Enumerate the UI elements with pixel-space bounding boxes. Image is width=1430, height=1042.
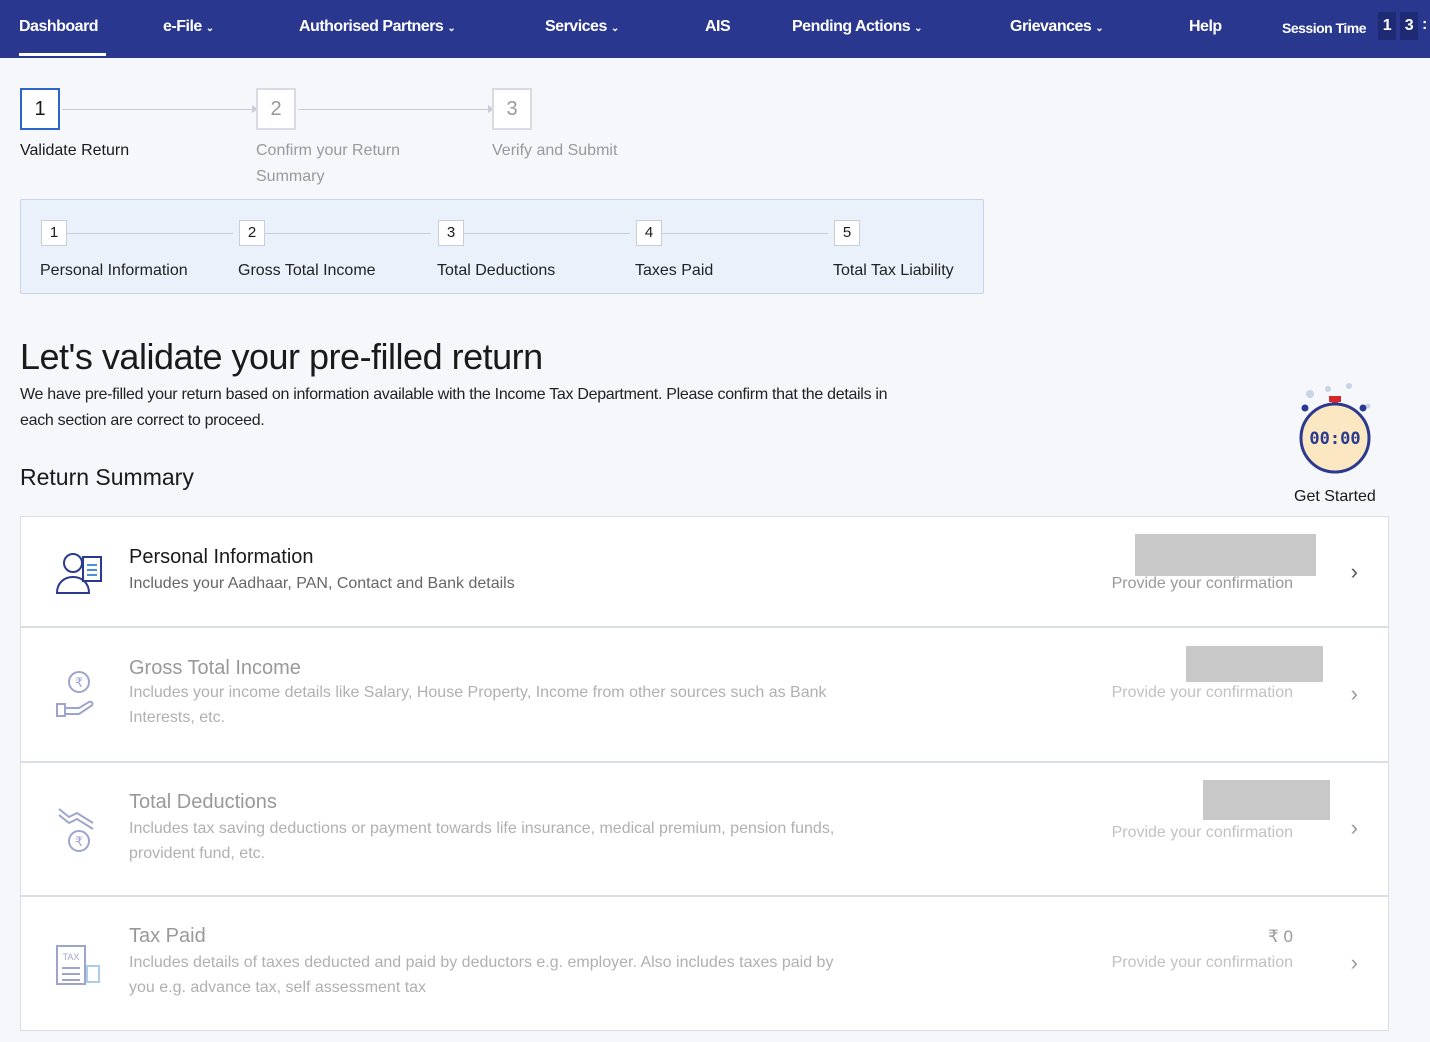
- confirmation-status: Provide your confirmation: [1111, 824, 1293, 841]
- chevron-down-icon: ⌄: [914, 23, 923, 34]
- section-total-deductions[interactable]: ₹ Total Deductions Includes tax saving d…: [20, 762, 1389, 896]
- chevron-right-icon[interactable]: ›: [1350, 559, 1358, 584]
- section-gross-total-income[interactable]: ₹ Gross Total Income Includes your incom…: [20, 627, 1389, 762]
- person-id-icon: [55, 553, 102, 594]
- session-digit: 1: [1378, 12, 1396, 40]
- nav-authorised-partners[interactable]: Authorised Partners ⌄: [299, 18, 456, 36]
- nav-pending-actions[interactable]: Pending Actions ⌄: [792, 18, 923, 36]
- step-label: Validate Return: [20, 142, 130, 159]
- nav-label: Services: [545, 18, 607, 35]
- tax-document-icon: TAX: [56, 945, 100, 985]
- session-digit: 3: [1400, 12, 1418, 40]
- session-sep: :: [1422, 16, 1427, 33]
- step-label: Confirm your Return Summary: [256, 142, 401, 185]
- page-description: We have pre-filled your return based on …: [20, 386, 888, 429]
- nav-ais[interactable]: AIS: [705, 18, 731, 35]
- section-description: Includes your income details like Salary…: [129, 684, 827, 726]
- substep-3: 3: [438, 220, 464, 246]
- section-description: Includes details of taxes deducted and p…: [129, 954, 834, 996]
- substep-panel: 1 2 3 4 5 Personal Information Gross Tot…: [20, 199, 984, 294]
- nav-grievances[interactable]: Grievances ⌄: [1010, 18, 1104, 36]
- step-3: 3: [492, 88, 532, 130]
- tax-paid-amount: ₹ 0: [1268, 927, 1293, 946]
- nav-label: Authorised Partners: [299, 18, 444, 35]
- step-connector: [62, 105, 258, 113]
- chevron-down-icon: ⌄: [610, 23, 619, 34]
- nav-help[interactable]: Help: [1189, 18, 1222, 35]
- step-2: 2: [256, 88, 296, 130]
- svg-text:TAX: TAX: [63, 952, 80, 962]
- return-summary-title: Return Summary: [20, 464, 194, 490]
- nav-label: Grievances: [1010, 18, 1092, 35]
- section-title: Total Deductions: [129, 791, 277, 813]
- chevron-down-icon: ⌄: [205, 23, 214, 34]
- redacted-amount: [1203, 780, 1330, 820]
- nav-label: Pending Actions: [792, 18, 911, 35]
- chevron-right-icon[interactable]: ›: [1350, 681, 1358, 706]
- chevron-right-icon[interactable]: ›: [1350, 950, 1358, 975]
- confirmation-status: Provide your confirmation: [1111, 575, 1293, 592]
- section-description: Includes tax saving deductions or paymen…: [129, 820, 835, 862]
- chevron-right-icon[interactable]: ›: [1350, 815, 1358, 840]
- redacted-amount: [1135, 534, 1316, 576]
- section-title: Tax Paid: [129, 925, 206, 947]
- chevron-down-icon: ⌄: [447, 23, 456, 34]
- section-title: Gross Total Income: [129, 657, 301, 679]
- nav-services[interactable]: Services ⌄: [545, 18, 619, 36]
- nav-efile[interactable]: e-File ⌄: [163, 18, 214, 36]
- rupee-hand-icon: ₹: [56, 671, 94, 717]
- top-nav: Dashboard e-File ⌄ Authorised Partners ⌄ S…: [0, 0, 1430, 58]
- step-connector: [298, 105, 494, 113]
- session-time-label: Session Time: [1282, 20, 1367, 36]
- substep-label: Taxes Paid: [635, 262, 714, 279]
- confirmation-status: Provide your confirmation: [1111, 954, 1293, 971]
- section-title: Personal Information: [129, 546, 314, 568]
- step-label: Verify and Submit: [492, 142, 618, 159]
- section-personal-information[interactable]: Personal Information Includes your Aadha…: [20, 516, 1389, 627]
- chevron-down-icon: ⌄: [1095, 23, 1104, 34]
- substep-label: Total Tax Liability: [833, 262, 954, 279]
- stopwatch-icon[interactable]: 00:00: [1290, 380, 1380, 485]
- substep-2: 2: [239, 220, 265, 246]
- section-tax-paid[interactable]: TAX Tax Paid Includes details of taxes d…: [20, 896, 1389, 1031]
- substep-1: 1: [41, 220, 67, 246]
- step-1: 1: [20, 88, 60, 130]
- substep-label: Gross Total Income: [238, 262, 376, 279]
- page-title: Let's validate your pre-filled return: [20, 336, 543, 377]
- svg-text:₹: ₹: [75, 675, 83, 690]
- substep-4: 4: [636, 220, 662, 246]
- svg-text:₹: ₹: [75, 834, 83, 849]
- confirmation-status: Provide your confirmation: [1111, 684, 1293, 701]
- nav-dashboard[interactable]: Dashboard: [19, 18, 99, 35]
- substep-5: 5: [834, 220, 860, 246]
- active-indicator: [19, 53, 106, 56]
- redacted-amount: [1186, 646, 1323, 682]
- get-started-link[interactable]: Get Started: [1294, 488, 1376, 505]
- substep-label: Personal Information: [40, 262, 188, 279]
- nav-label: e-File: [163, 18, 202, 35]
- section-description: Includes your Aadhaar, PAN, Contact and …: [129, 575, 515, 592]
- rupee-down-icon: ₹: [58, 808, 94, 852]
- timer-display: 00:00: [1309, 429, 1360, 449]
- substep-label: Total Deductions: [437, 262, 556, 279]
